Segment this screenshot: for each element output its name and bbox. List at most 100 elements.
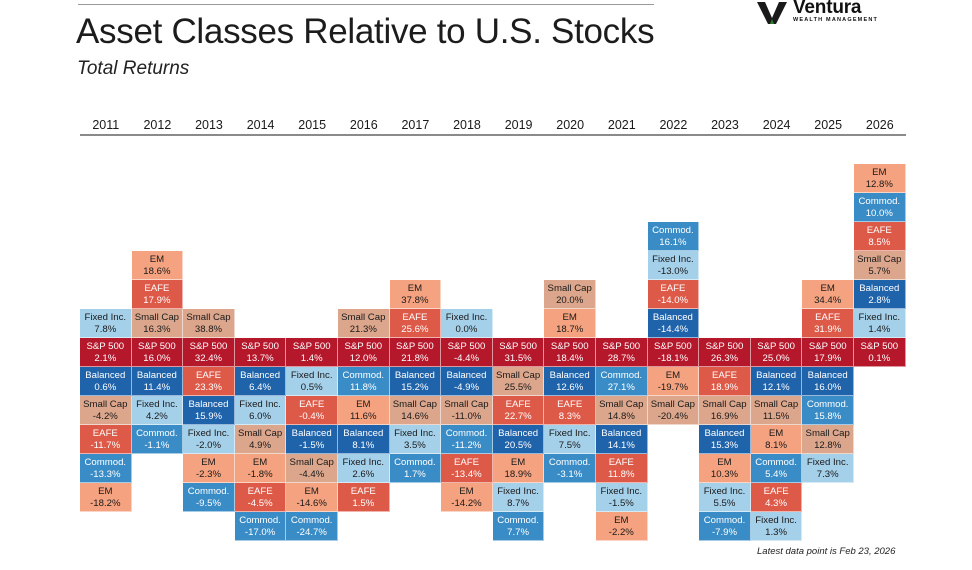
asset-label: EM [459, 485, 474, 497]
return-value: 8.1% [765, 439, 788, 451]
asset-label: Small Cap [392, 398, 438, 410]
asset-label: Commod. [755, 456, 797, 468]
return-value: 14.1% [607, 439, 635, 451]
return-cell-commod: Commod. 1.7% [389, 454, 442, 483]
asset-label: Small Cap [186, 311, 231, 323]
return-value: 32.4% [194, 352, 223, 364]
return-cell-balanced: Balanced 15.9% [183, 396, 235, 425]
return-cell-s-p-500: S&P 500 28.7% [596, 338, 648, 367]
return-cell-fixed-inc: Fixed Inc. 3.5% [389, 425, 442, 454]
asset-label: Balanced [601, 427, 642, 439]
return-cell-balanced: Balanced 12.6% [544, 367, 596, 396]
asset-label: Small Cap [289, 456, 334, 468]
asset-label: Balanced [188, 398, 229, 410]
return-value: 12.0% [349, 352, 377, 364]
return-value: -19.7% [657, 381, 689, 393]
asset-label: Fixed Inc. [858, 311, 901, 323]
return-cell-commod: Commod. 10.0% [854, 193, 906, 222]
asset-label: Small Cap [857, 253, 902, 265]
return-cell-commod: Commod. 15.8% [802, 396, 854, 425]
return-cell-s-p-500: S&P 500 32.4% [183, 338, 235, 367]
return-value: 4.2% [145, 410, 168, 422]
return-cell-eafe: EAFE 31.9% [802, 309, 854, 338]
asset-label: S&P 500 [550, 340, 589, 352]
asset-label: Balanced [498, 427, 539, 439]
year-label-2014: 2014 [246, 118, 275, 132]
return-cell-eafe: EAFE 22.7% [492, 396, 545, 425]
return-cell-fixed-inc: Fixed Inc. -13.0% [647, 251, 700, 280]
asset-label: EM [872, 166, 887, 178]
return-value: 18.9% [710, 381, 739, 393]
page-subtitle: Total Returns [77, 58, 190, 79]
asset-label: S&P 500 [860, 340, 899, 352]
return-value: 23.3% [194, 381, 223, 393]
asset-label: EAFE [92, 427, 118, 439]
year-label-2020: 2020 [556, 118, 585, 132]
return-cell-fixed-inc: Fixed Inc. 7.5% [544, 425, 596, 454]
return-value: -13.3% [90, 468, 121, 480]
return-cell-em: EM -2.3% [183, 454, 235, 483]
return-cell-em: EM 8.1% [750, 425, 803, 454]
return-cell-em: EM -19.7% [647, 367, 700, 396]
asset-label: Commod. [548, 456, 591, 468]
return-cell-small-cap: Small Cap 4.9% [234, 425, 287, 454]
asset-label: S&P 500 [447, 340, 486, 352]
return-cell-fixed-inc: Fixed Inc. 6.0% [234, 396, 287, 425]
asset-label: S&P 500 [138, 340, 176, 352]
asset-label: EM [614, 514, 629, 526]
year-label-2023: 2023 [711, 118, 739, 132]
return-value: -1.5% [299, 439, 325, 451]
return-cell-fixed-inc: Fixed Inc. 7.3% [802, 454, 854, 483]
asset-label: EM [820, 282, 835, 294]
asset-label: Fixed Inc. [342, 456, 385, 468]
return-value: 7.7% [507, 526, 530, 538]
return-cell-eafe: EAFE 8.5% [854, 222, 906, 251]
return-value: -9.5% [195, 497, 222, 509]
return-cell-eafe: EAFE -14.0% [647, 280, 700, 309]
return-value: -1.5% [608, 497, 634, 509]
asset-label: Commod. [703, 514, 746, 526]
return-cell-s-p-500: S&P 500 17.9% [802, 338, 854, 367]
return-cell-eafe: EAFE -4.5% [234, 483, 287, 512]
year-label-2026: 2026 [865, 118, 894, 132]
asset-label: Fixed Inc. [394, 427, 436, 439]
return-cell-balanced: Balanced 14.1% [596, 425, 648, 454]
year-label-2012: 2012 [143, 118, 172, 132]
return-value: -4.5% [247, 497, 273, 509]
return-value: 16.0% [143, 352, 171, 364]
return-value: -11.2% [451, 439, 482, 451]
asset-label: Small Cap [702, 398, 747, 410]
asset-label: EAFE [815, 311, 841, 323]
return-cell-commod: Commod. 16.1% [647, 222, 700, 251]
asset-label: EM [717, 456, 732, 468]
return-value: -14.4% [657, 323, 689, 335]
return-cell-small-cap: Small Cap -4.4% [286, 454, 338, 483]
return-cell-em: EM 18.9% [492, 454, 545, 483]
logo-name: Ventura [793, 0, 862, 18]
return-cell-small-cap: Small Cap 25.5% [492, 367, 545, 396]
return-value: 1.7% [403, 468, 426, 480]
return-value: 18.4% [556, 352, 584, 364]
return-value: 12.8% [865, 178, 893, 190]
asset-label: EM [665, 369, 681, 381]
return-value: 14.6% [401, 410, 429, 422]
return-cell-balanced: Balanced 6.4% [234, 367, 287, 396]
asset-label: Fixed Inc. [290, 369, 333, 381]
return-cell-s-p-500: S&P 500 18.4% [544, 338, 596, 367]
return-cell-em: EM 10.3% [699, 454, 751, 483]
return-cell-small-cap: Small Cap -20.4% [647, 396, 700, 425]
asset-label: EAFE [608, 456, 634, 468]
return-value: -4.9% [453, 381, 480, 393]
return-cell-balanced: Balanced 15.3% [699, 425, 751, 454]
asset-label: Fixed Inc. [84, 311, 127, 323]
asset-label: EM [768, 427, 784, 439]
page-title: Asset Classes Relative to U.S. Stocks [76, 12, 655, 51]
asset-label: Commod. [497, 514, 539, 526]
return-value: 11.8% [350, 381, 377, 393]
asset-label: EM [304, 485, 319, 497]
asset-label: Balanced [652, 311, 693, 323]
return-cell-balanced: Balanced 20.5% [492, 425, 545, 454]
asset-label: Balanced [704, 427, 745, 439]
return-value: 15.8% [814, 410, 842, 422]
